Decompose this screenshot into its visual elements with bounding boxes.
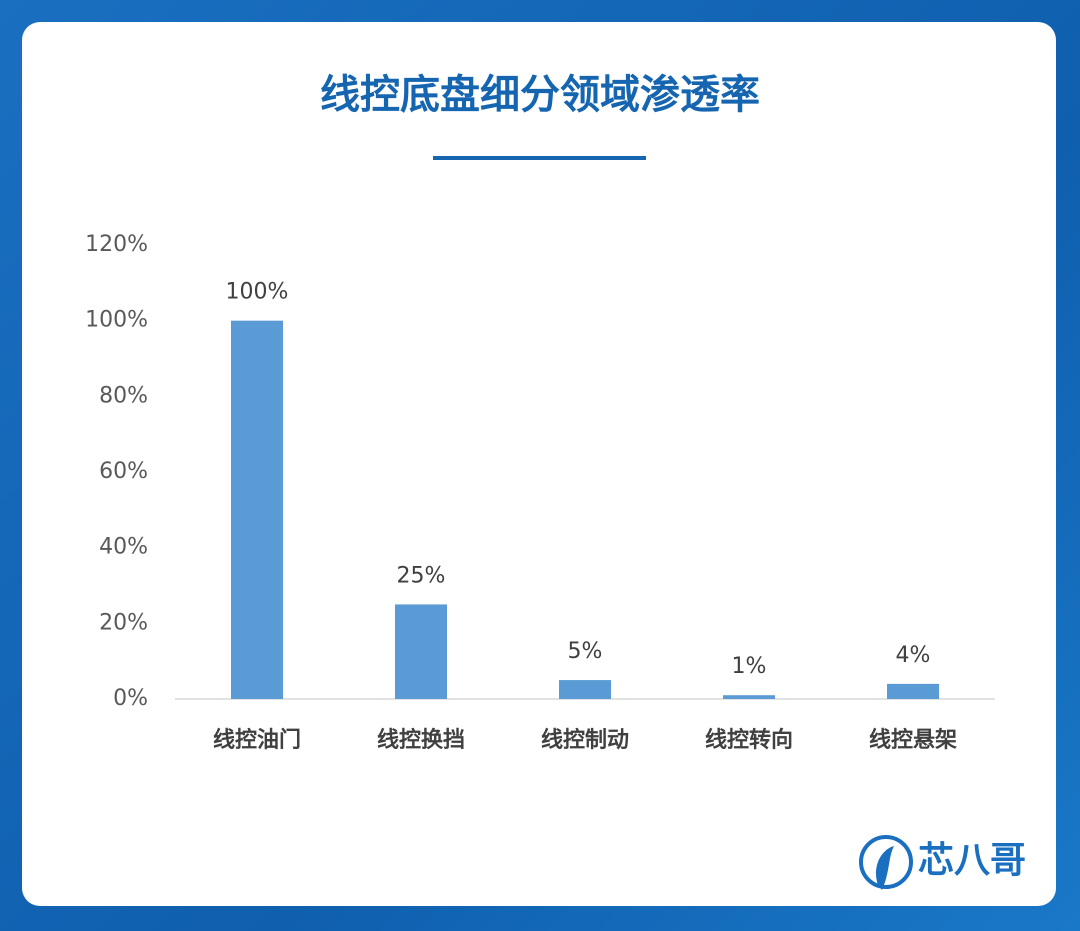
bar (887, 683, 939, 699)
y-tick-label: 0% (113, 686, 148, 711)
chart-title: 线控底盘细分领域渗透率 (320, 72, 760, 118)
bar (559, 680, 611, 699)
brand-logo: 芯八哥 (859, 835, 1026, 890)
title-underline (433, 156, 646, 160)
x-tick-label: 线控油门 (213, 727, 301, 753)
x-tick-label: 线控制动 (541, 727, 629, 753)
y-tick-label: 120% (85, 232, 148, 257)
bar (723, 695, 775, 699)
y-tick-label: 20% (99, 610, 148, 635)
brand-name: 芯八哥 (918, 840, 1026, 881)
x-tick-label: 线控转向 (705, 727, 793, 753)
x-tick-label: 线控换挡 (377, 727, 465, 753)
value-label: 5% (568, 639, 603, 664)
y-tick-label: 40% (99, 535, 148, 560)
y-tick-label: 80% (99, 383, 148, 408)
value-label: 100% (226, 280, 289, 305)
card (22, 22, 1056, 906)
x-tick-label: 线控悬架 (869, 727, 957, 753)
y-tick-label: 60% (99, 459, 148, 484)
value-label: 4% (896, 643, 931, 668)
value-label: 25% (397, 563, 446, 588)
value-label: 1% (732, 654, 767, 679)
bar (231, 320, 283, 699)
bar (395, 604, 447, 699)
y-tick-label: 100% (85, 308, 148, 333)
